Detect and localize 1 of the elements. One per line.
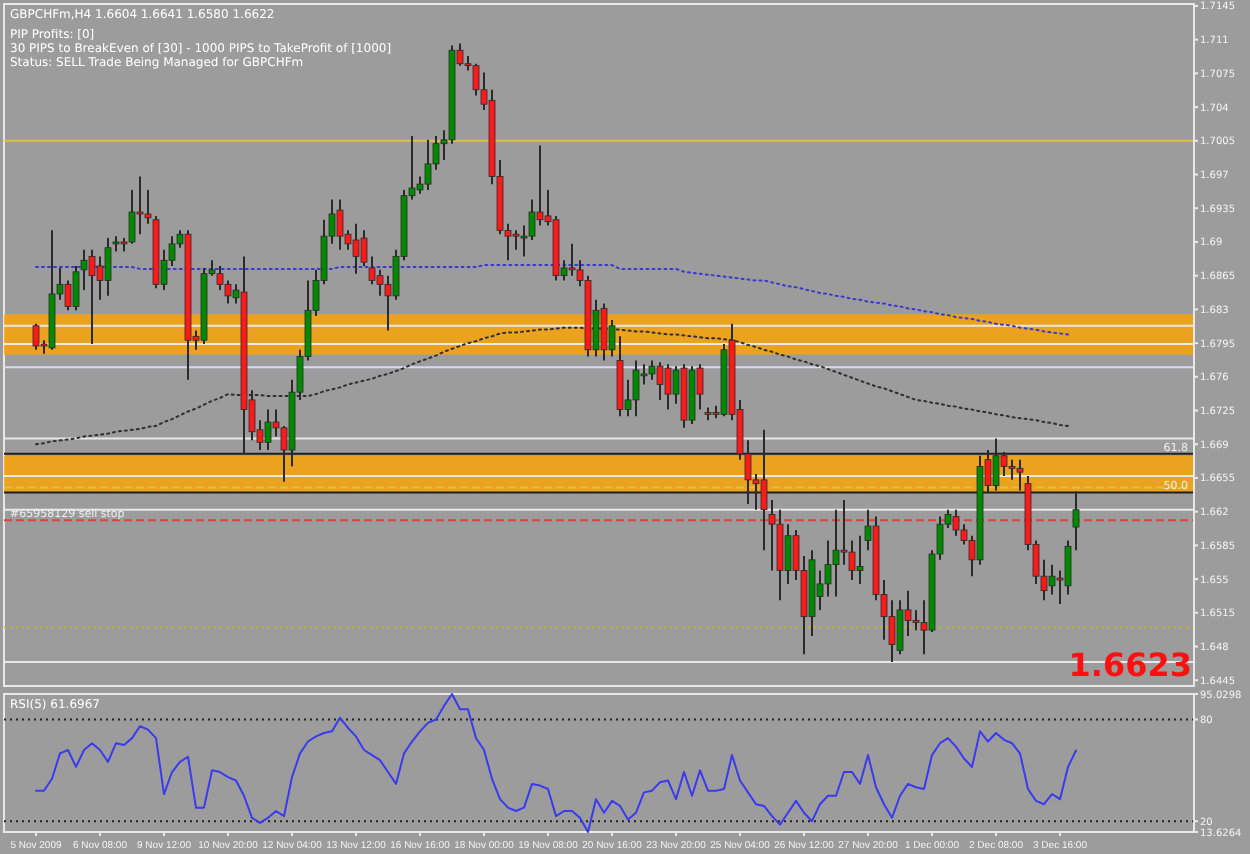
- annotation: 1.6623: [1068, 646, 1192, 684]
